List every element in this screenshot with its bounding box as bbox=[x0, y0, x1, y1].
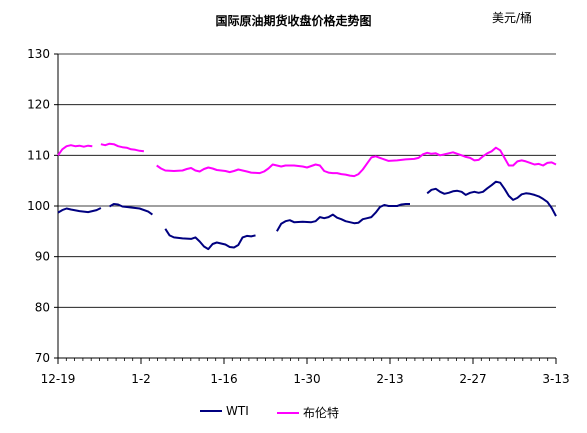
y-tick-label: 80 bbox=[35, 300, 50, 314]
x-tick-label: 12-19 bbox=[41, 372, 76, 386]
series-0-segment-2 bbox=[164, 228, 256, 251]
y-tick-label: 130 bbox=[27, 47, 50, 61]
legend-label-wti: WTI bbox=[226, 404, 249, 418]
legend-swatch-brent bbox=[277, 411, 299, 414]
x-tick-labels: 12-19 1-2 1-16 1-30 2-13 2-27 3-13 bbox=[41, 372, 570, 386]
y-tick-label: 90 bbox=[35, 250, 50, 264]
series-1-segment-1 bbox=[100, 142, 145, 153]
legend-item-brent: 布伦特 bbox=[277, 404, 339, 421]
axes bbox=[54, 53, 557, 364]
series-1-segment-0 bbox=[57, 144, 93, 156]
y-tick-label: 70 bbox=[35, 351, 50, 365]
series-0-segment-3 bbox=[276, 203, 410, 232]
legend-item-wti: WTI bbox=[200, 404, 249, 418]
series-1-segment-2 bbox=[156, 146, 557, 178]
grid-lines bbox=[58, 53, 556, 308]
y-tick-label: 120 bbox=[27, 98, 50, 112]
series-lines bbox=[57, 142, 557, 251]
x-tick-label: 2-13 bbox=[376, 372, 403, 386]
series-0-segment-1 bbox=[108, 203, 153, 216]
legend-label-brent: 布伦特 bbox=[303, 406, 340, 420]
y-tick-label: 110 bbox=[27, 148, 50, 162]
legend-swatch-wti bbox=[200, 410, 222, 412]
x-tick-label: 1-2 bbox=[131, 372, 151, 386]
y-axis-unit: 美元/桶 bbox=[492, 11, 533, 25]
series-0-segment-0 bbox=[57, 207, 102, 214]
x-tick-label: 3-13 bbox=[542, 372, 569, 386]
x-tick-label: 1-16 bbox=[210, 372, 237, 386]
x-tick-label: 2-27 bbox=[459, 372, 486, 386]
x-tick-label: 1-30 bbox=[293, 372, 320, 386]
series-0-segment-4 bbox=[426, 180, 557, 217]
y-tick-labels: 70 80 90 100 110 120 130 bbox=[27, 47, 50, 365]
y-tick-label: 100 bbox=[27, 199, 50, 213]
chart-title: 国际原油期货收盘价格走势图 bbox=[215, 14, 372, 28]
